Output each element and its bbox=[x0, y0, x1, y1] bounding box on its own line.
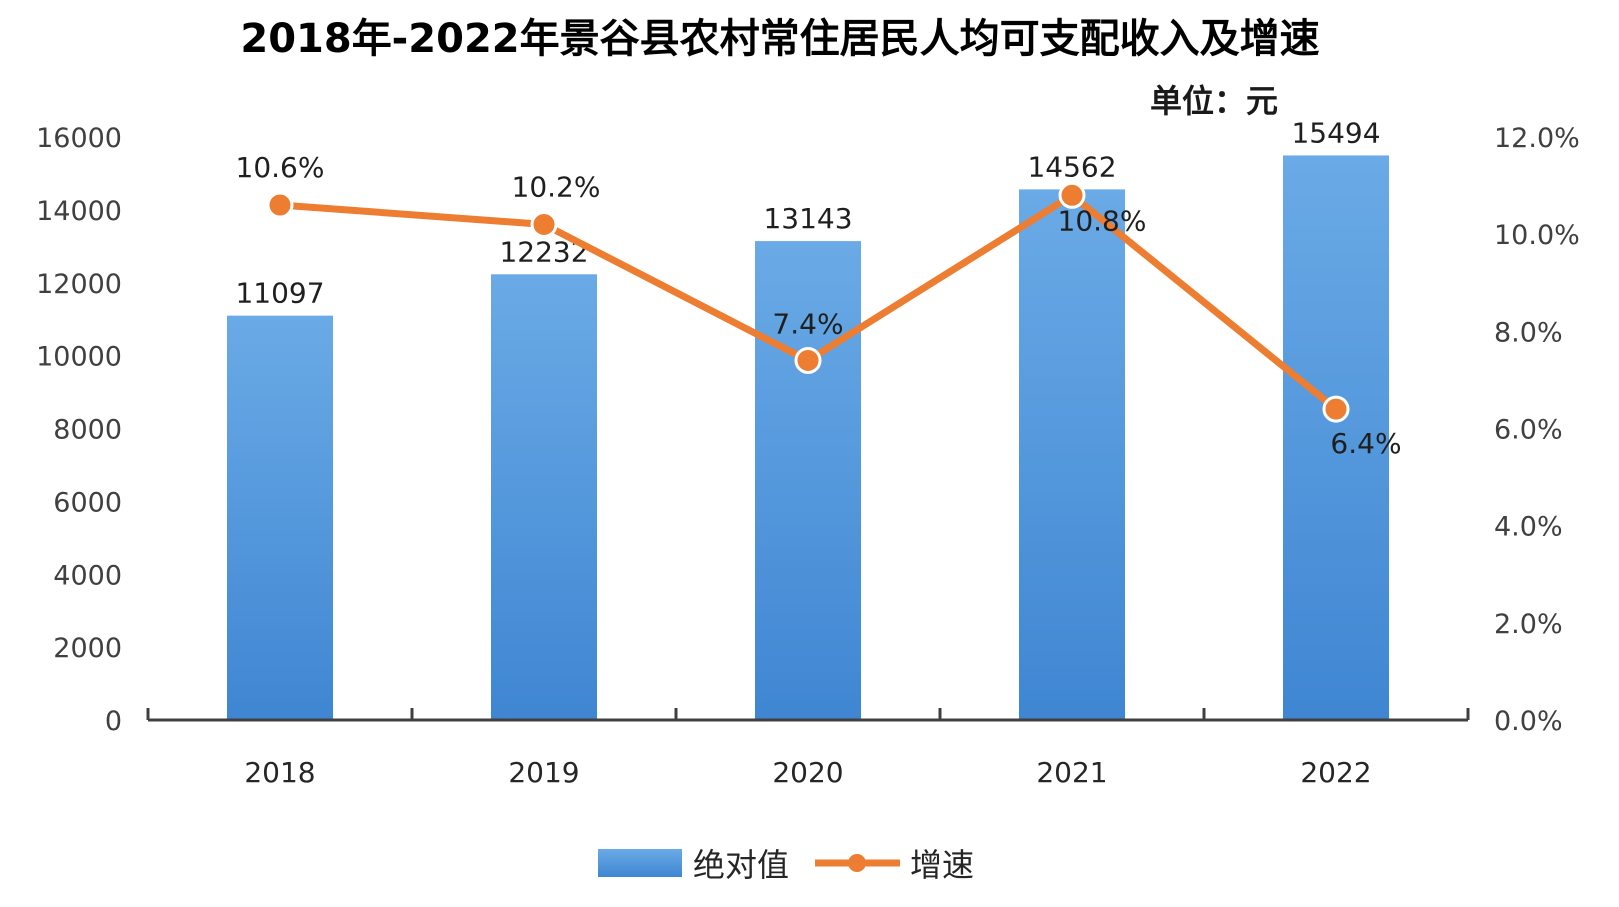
bar-value-label: 14562 bbox=[1027, 150, 1116, 183]
bar bbox=[1283, 155, 1389, 720]
bar bbox=[755, 241, 861, 721]
left-tick-label: 0 bbox=[105, 706, 122, 737]
right-tick-label: 8.0% bbox=[1494, 317, 1563, 348]
line-marker bbox=[1058, 181, 1086, 209]
left-tick-label: 16000 bbox=[36, 123, 122, 154]
left-tick-label: 14000 bbox=[36, 196, 122, 227]
bar bbox=[1019, 189, 1125, 721]
legend-bar-label: 绝对值 bbox=[693, 846, 789, 884]
right-axis-ticks: 0.0% 2.0% 4.0% 6.0% 8.0% 10.0% 12.0% bbox=[1494, 123, 1580, 737]
category-label: 2022 bbox=[1300, 756, 1371, 789]
unit-label: 单位：元 bbox=[1150, 82, 1278, 120]
left-tick-label: 6000 bbox=[53, 487, 122, 518]
legend-bar-swatch bbox=[598, 849, 682, 877]
line-marker bbox=[1322, 395, 1350, 423]
left-tick-label: 12000 bbox=[36, 269, 122, 300]
left-tick-label: 4000 bbox=[53, 560, 122, 591]
legend-line-marker bbox=[848, 854, 866, 872]
category-label: 2019 bbox=[508, 756, 579, 789]
right-tick-label: 6.0% bbox=[1494, 415, 1563, 446]
line-value-label: 7.4% bbox=[772, 307, 843, 340]
bar bbox=[227, 315, 333, 720]
category-label: 2018 bbox=[244, 756, 315, 789]
bar-value-label: 11097 bbox=[235, 277, 324, 310]
bar bbox=[491, 274, 597, 720]
left-tick-label: 2000 bbox=[53, 633, 122, 664]
line-value-label: 6.4% bbox=[1330, 427, 1401, 460]
x-axis bbox=[146, 708, 1470, 722]
line-value-labels: 10.6% 10.2% 7.4% 10.8% 6.4% bbox=[236, 151, 1402, 460]
bar-value-label: 13143 bbox=[763, 202, 852, 235]
bar-series bbox=[227, 155, 1389, 721]
legend: 绝对值 增速 bbox=[598, 846, 974, 884]
line-value-label: 10.6% bbox=[236, 151, 325, 184]
category-label: 2020 bbox=[772, 756, 843, 789]
right-tick-label: 0.0% bbox=[1494, 706, 1563, 737]
line-marker bbox=[794, 346, 822, 374]
category-labels: 2018 2019 2020 2021 2022 bbox=[244, 756, 1371, 789]
legend-line-label: 增速 bbox=[910, 846, 974, 884]
chart-title: 2018年-2022年景谷县农村常住居民人均可支配收入及增速 bbox=[240, 16, 1319, 62]
bar-value-label: 15494 bbox=[1291, 116, 1380, 149]
line-value-label: 10.8% bbox=[1058, 204, 1147, 237]
line-value-label: 10.2% bbox=[512, 170, 601, 203]
left-axis-ticks: 0 2000 4000 6000 8000 10000 12000 14000 16000 bbox=[36, 123, 122, 737]
right-tick-label: 10.0% bbox=[1494, 220, 1580, 251]
right-tick-label: 2.0% bbox=[1494, 609, 1563, 640]
line-marker bbox=[530, 210, 558, 238]
line-series bbox=[266, 181, 1350, 423]
right-tick-label: 4.0% bbox=[1494, 512, 1563, 543]
left-tick-label: 8000 bbox=[53, 415, 122, 446]
line-marker bbox=[266, 191, 294, 219]
right-tick-label: 12.0% bbox=[1494, 123, 1580, 154]
category-label: 2021 bbox=[1036, 756, 1107, 789]
left-tick-label: 10000 bbox=[36, 342, 122, 373]
